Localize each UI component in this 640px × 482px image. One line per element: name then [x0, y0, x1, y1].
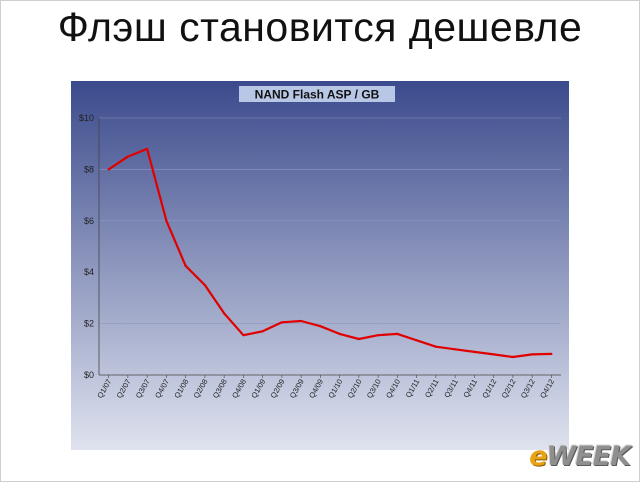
data-point — [492, 353, 495, 356]
y-tick-label: $4 — [84, 267, 94, 277]
data-point — [396, 332, 399, 335]
data-point — [184, 264, 187, 267]
data-point — [434, 345, 437, 348]
series-line — [107, 147, 552, 359]
data-point — [146, 147, 149, 150]
data-point — [454, 348, 457, 351]
data-point — [280, 321, 283, 324]
axes — [98, 118, 561, 378]
data-point — [165, 219, 168, 222]
data-point — [357, 337, 360, 341]
data-point — [338, 332, 341, 335]
chart-title: NAND Flash ASP / GB — [255, 88, 380, 102]
data-point — [415, 339, 418, 342]
data-point — [319, 325, 322, 328]
data-point — [107, 168, 110, 171]
data-point — [511, 355, 514, 359]
data-point — [377, 334, 380, 337]
data-point — [550, 352, 553, 356]
data-point — [223, 312, 226, 315]
data-point — [242, 334, 245, 337]
y-tick-label: $10 — [79, 113, 94, 123]
data-point — [473, 350, 476, 353]
y-tick-label: $8 — [84, 164, 94, 174]
series-layer — [107, 147, 553, 359]
data-point — [531, 353, 534, 356]
data-point — [300, 319, 303, 323]
data-point — [126, 155, 129, 158]
chart-background — [71, 81, 569, 450]
y-tick-label: $2 — [84, 319, 94, 329]
slide-title: Флэш становится дешевле — [57, 4, 583, 50]
data-point — [203, 283, 206, 287]
chart-title-box — [239, 86, 395, 102]
eweek-logo: eWEEK — [529, 441, 631, 472]
y-tick-label: $6 — [84, 216, 94, 226]
gridlines — [99, 117, 561, 324]
data-point — [261, 330, 264, 333]
y-tick-label: $0 — [84, 370, 94, 380]
